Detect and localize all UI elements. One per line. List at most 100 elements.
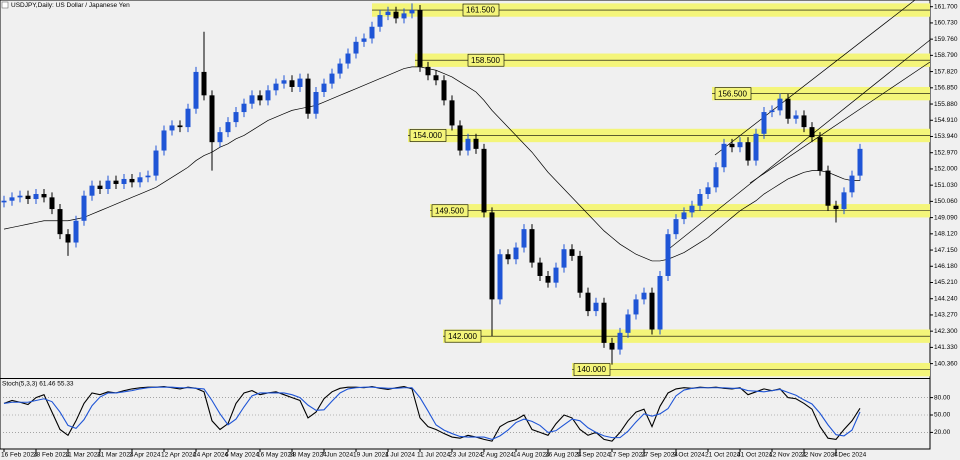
candle-body <box>345 53 351 64</box>
candle-body <box>81 195 87 221</box>
candle-body <box>393 11 399 19</box>
candle-body <box>449 100 455 126</box>
candle-body <box>41 194 47 198</box>
x-tick-label: 16 Feb 2024 <box>1 452 38 459</box>
candle-body <box>433 75 439 81</box>
candle-body <box>425 66 431 76</box>
candle-body <box>737 142 743 148</box>
candle-body <box>113 180 119 184</box>
y-tick-label: 151.030 <box>934 182 958 189</box>
candle-body <box>473 138 479 149</box>
candle-body <box>337 63 343 74</box>
candle-body <box>265 90 271 101</box>
candle-body <box>569 249 575 256</box>
candle-body <box>689 205 695 213</box>
level-label-box <box>444 329 482 343</box>
trend-lines <box>669 0 931 249</box>
candle-body <box>65 234 71 243</box>
y-tick-label: 148.120 <box>934 231 958 238</box>
candle-body <box>289 80 295 87</box>
candle-body <box>657 275 663 330</box>
candle-body <box>313 91 319 114</box>
candle-body <box>849 175 855 193</box>
level-label: 161.500 <box>466 6 495 15</box>
y-tick-label: 157.820 <box>934 68 958 75</box>
y-tick-label: 156.850 <box>934 85 958 92</box>
candle-body <box>321 83 327 92</box>
candle-body <box>57 209 63 235</box>
candle-body <box>185 108 191 128</box>
candle-body <box>641 292 647 300</box>
candle-body <box>129 178 135 183</box>
candle-body <box>257 95 263 101</box>
candle-body <box>585 292 591 312</box>
level-label: 154.000 <box>413 131 442 140</box>
candle-body <box>697 194 703 206</box>
x-tick-label: 12 Apr 2024 <box>161 452 196 459</box>
candle-body <box>721 143 727 168</box>
candle-body <box>665 234 671 276</box>
candle-body <box>745 142 751 161</box>
x-tick-label: 21 Oct 2024 <box>705 452 741 459</box>
candle-body <box>729 143 735 148</box>
plot-frame <box>0 0 931 450</box>
candle-body <box>441 80 447 101</box>
candle-body <box>353 41 359 54</box>
candle-body <box>505 254 511 260</box>
x-tick-label: 14 Aug 2024 <box>513 452 550 459</box>
candle-body <box>577 255 583 293</box>
candle-body <box>385 11 391 16</box>
candle-body <box>417 10 423 67</box>
candle-body <box>369 26 375 39</box>
candle-body <box>25 195 31 200</box>
candle-body <box>297 78 303 87</box>
candle-body <box>537 262 543 276</box>
y-tick-label: 149.090 <box>934 214 958 221</box>
y-tick-label: 142.300 <box>934 328 958 335</box>
candle-body <box>249 95 255 104</box>
candle-body <box>793 115 799 119</box>
level-label-box <box>462 3 500 17</box>
y-tick-label: 50.00 <box>934 412 951 419</box>
x-tick-label: 21 Mar 2024 <box>97 452 134 459</box>
candle-body <box>481 148 487 213</box>
y-tick-label: 155.880 <box>934 101 958 108</box>
chart-title: USDJPY,Daily: US Dollar / Japanese Yen <box>11 2 130 9</box>
x-tick-label: 22 Nov 2024 <box>801 452 838 459</box>
candle-body <box>73 220 79 243</box>
candle-body <box>401 13 407 19</box>
candle-body <box>137 177 143 183</box>
stoch-title: Stoch(5,3,3) 61.46 55.33 <box>2 381 74 388</box>
candle-body <box>169 125 175 131</box>
y-tick-label: 159.760 <box>934 36 958 43</box>
candle-body <box>217 132 223 143</box>
x-tick-label: 23 Jul 2024 <box>449 452 483 459</box>
y-tick-label: 20.00 <box>934 429 951 436</box>
y-tick-label: 145.210 <box>934 279 958 286</box>
candle-body <box>609 342 615 350</box>
x-tick-label: 31 Oct 2024 <box>737 452 773 459</box>
candle-body <box>209 95 215 143</box>
candle-body <box>841 192 847 210</box>
candle-body <box>305 78 311 114</box>
channel-upper <box>714 0 916 156</box>
level-label-box <box>714 87 752 100</box>
x-tick-label: 17 Sep 2024 <box>609 452 646 459</box>
candle-body <box>465 138 471 151</box>
x-tick-label: 26 Aug 2024 <box>545 452 582 459</box>
candle-body <box>809 127 815 138</box>
x-tick-label: 9 Oct 2024 <box>673 452 705 459</box>
y-tick-label: 161.700 <box>934 3 958 10</box>
levels: 161.500 158.500 156.500 154.000 149.500 142.0… <box>372 3 930 377</box>
candle-body <box>17 195 23 198</box>
y-tick-label: 80.00 <box>934 394 951 401</box>
candle-body <box>153 150 159 176</box>
y-tick-label: 152.000 <box>934 166 958 173</box>
candle-body <box>529 229 535 263</box>
symbol-icon <box>1 1 9 9</box>
candle-body <box>513 247 519 260</box>
candle-body <box>801 115 807 128</box>
y-tick-label: 152.970 <box>934 149 958 156</box>
x-tick-label: 4 Dec 2024 <box>833 452 867 459</box>
